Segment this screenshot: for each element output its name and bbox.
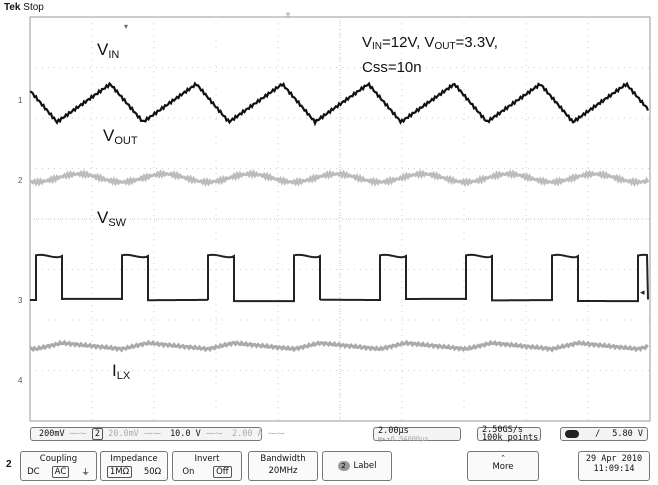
ch3-scale: 10.0 V (170, 429, 201, 439)
horizontal-position-marker: ▿ (286, 10, 290, 19)
time-text: 11:09:14 (593, 464, 635, 474)
menu-channel-number: 2 (6, 459, 12, 470)
impedance-label: Impedance (110, 454, 158, 464)
coupling-ground-icon[interactable]: ⏚ (81, 468, 90, 478)
label-button[interactable]: 2 Label (322, 451, 392, 481)
record-length: 100k points (482, 433, 539, 443)
label-channel-badge: 2 (337, 461, 350, 471)
trigger-level-marker: ◂ (640, 287, 645, 297)
vin-label: VIN (97, 40, 120, 61)
trigger-source-indicator (565, 430, 579, 438)
ilx-trace (29, 339, 649, 353)
grid-lines (30, 17, 650, 421)
vout-trace (30, 169, 650, 188)
impedance-1mohm[interactable]: 1MΩ (106, 466, 133, 478)
timebase-value: 2.00µs (378, 425, 409, 436)
bandwidth-label: Bandwidth (260, 454, 306, 464)
date-time-display: 29 Apr 2010 11:09:14 (578, 451, 650, 481)
sample-rate: 2.50GS/s (482, 425, 523, 435)
ch2-ground-marker: 2 (18, 176, 23, 185)
status-bar: 200mV ⁓⁓ 2 20.0mV ⁓⁓ 10.0 V ⁓⁓ 2.00 A ⁓⁓… (30, 425, 650, 443)
ch4-scale: 2.00 A (232, 429, 263, 439)
trigger-slope: / (595, 429, 601, 439)
more-button[interactable]: ⌃ More (467, 451, 539, 481)
trigger-position-marker: ▾ (124, 22, 128, 31)
invert-label: Invert (194, 454, 220, 464)
acquisition-readout[interactable]: 2.50GS/s 100k points (477, 425, 541, 443)
more-label: More (492, 462, 514, 472)
coupling-dc[interactable]: DC (27, 467, 40, 477)
invert-off[interactable]: Off (213, 466, 232, 478)
trigger-readout[interactable]: / 5.80 V (560, 427, 648, 441)
trigger-level: 5.80 V (612, 429, 643, 439)
vout-label: VOUT (103, 126, 138, 147)
ch2-badge: 2 (91, 428, 103, 440)
vsw-label: VSW (97, 208, 127, 229)
ch3-ground-marker: 3 (18, 296, 23, 305)
impedance-button[interactable]: Impedance 1MΩ 50Ω (100, 451, 168, 481)
channel-menu: 2 Coupling DC AC ⏚ Impedance 1MΩ 50Ω Inv… (0, 447, 658, 485)
vertical-scale-readout[interactable]: 200mV ⁓⁓ 2 20.0mV ⁓⁓ 10.0 V ⁓⁓ 2.00 A ⁓⁓ (30, 427, 285, 441)
acquisition-state: Stop (23, 2, 44, 13)
more-up-icon: ⌃ (500, 454, 506, 462)
ilx-label: ILX (112, 361, 131, 382)
label-button-text: Label (353, 461, 377, 471)
test-conditions-annotation: VIN=12V, VOUT=3.3V, Css=10n (362, 34, 498, 76)
timebase-readout[interactable]: 2.00µs ▤▸▾6.94000µs (373, 425, 461, 443)
impedance-50ohm[interactable]: 50Ω (143, 467, 162, 477)
ch1-ground-marker: 1 (18, 96, 23, 105)
bandwidth-value: 20MHz (268, 466, 298, 476)
coupling-ac[interactable]: AC (51, 466, 70, 478)
invert-button[interactable]: Invert On Off (172, 451, 242, 481)
ch1-scale: 200mV (39, 429, 65, 439)
coupling-label: Coupling (39, 454, 78, 464)
scope-status-title: Tek Stop (4, 2, 44, 13)
ch4-ground-marker: 4 (18, 376, 23, 385)
bandwidth-button[interactable]: Bandwidth 20MHz (248, 451, 318, 481)
ch2-scale: 20.0mV (108, 429, 139, 439)
vin-trace (29, 81, 650, 127)
invert-on[interactable]: On (182, 467, 195, 477)
date-text: 29 Apr 2010 (585, 454, 643, 464)
horizontal-position-value: ▤▸▾6.94000µs (378, 434, 429, 443)
brand-label: Tek (4, 2, 21, 13)
coupling-button[interactable]: Coupling DC AC ⏚ (20, 451, 97, 481)
vsw-trace (30, 253, 649, 303)
